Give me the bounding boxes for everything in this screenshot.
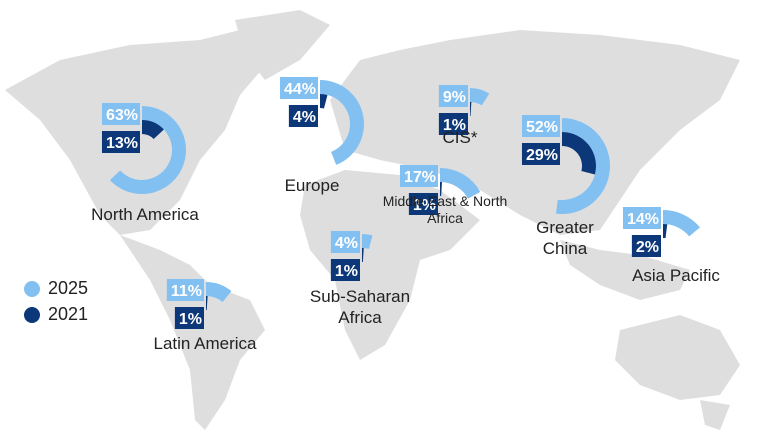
arc-bar xyxy=(320,80,365,165)
value-label-text: 14% xyxy=(627,211,659,228)
value-label: 4% xyxy=(330,231,360,253)
value-label-box xyxy=(174,307,204,329)
region-label: CIS* xyxy=(442,128,478,147)
value-label-text: 44% xyxy=(284,81,316,98)
value-label: 1% xyxy=(174,307,204,329)
arc-bar xyxy=(470,88,490,106)
arc-bar xyxy=(663,224,668,239)
value-label-box xyxy=(101,103,140,125)
arc-bar xyxy=(362,248,364,263)
value-label-box xyxy=(330,259,360,281)
value-label-text: 52% xyxy=(526,119,558,136)
arc-bar xyxy=(362,234,373,249)
value-label-box xyxy=(521,115,560,137)
arc-bar xyxy=(206,296,208,311)
value-label-box xyxy=(631,235,661,257)
value-label-box xyxy=(279,77,318,99)
value-label-box xyxy=(438,85,468,107)
legend-marker xyxy=(24,281,40,297)
value-label-text: 4% xyxy=(293,109,316,126)
value-label-text: 11% xyxy=(171,283,202,300)
value-label-box xyxy=(166,279,204,301)
region-label: Sub-Saharan Africa xyxy=(309,287,411,327)
value-label-box xyxy=(622,207,661,229)
value-label: 1% xyxy=(438,113,468,135)
legend-label: 2021 xyxy=(48,304,89,324)
value-label-text: 1% xyxy=(335,263,358,280)
value-label: 2% xyxy=(631,235,661,257)
value-label: 4% xyxy=(288,105,318,127)
value-label-text: 1% xyxy=(443,117,466,134)
value-label-text: 4% xyxy=(335,235,358,252)
value-label-box xyxy=(438,113,468,135)
value-label-box xyxy=(330,231,360,253)
value-label-text: 17% xyxy=(404,169,436,186)
arc-bar xyxy=(320,94,328,109)
region-label: Middle East & North Africa xyxy=(382,193,508,226)
value-label-box xyxy=(288,105,318,127)
arc-bar xyxy=(470,102,472,117)
value-label-text: 2% xyxy=(636,239,659,256)
value-label-text: 9% xyxy=(443,89,466,106)
region-label: Asia Pacific xyxy=(632,266,720,285)
region-label: Greater China xyxy=(536,218,594,258)
value-label: 63% xyxy=(101,103,140,125)
arc-bar xyxy=(109,106,187,194)
value-label: 17% xyxy=(399,165,438,187)
region-label: North America xyxy=(91,205,199,224)
value-label: 14% xyxy=(622,207,661,229)
value-label: 13% xyxy=(101,131,140,153)
legend-label: 2025 xyxy=(48,278,89,298)
value-label-box xyxy=(408,193,438,215)
value-label-text: 63% xyxy=(106,107,138,124)
arc-bar xyxy=(440,182,443,197)
arc-bar xyxy=(555,118,610,214)
arc-bar xyxy=(663,210,700,237)
arc-bar xyxy=(440,168,481,199)
value-label: 1% xyxy=(330,259,360,281)
value-label-text: 29% xyxy=(526,147,558,164)
value-label-text: 1% xyxy=(179,311,202,328)
value-label: 29% xyxy=(521,143,560,165)
value-label-text: 13% xyxy=(106,135,138,152)
value-label: 11% xyxy=(166,279,204,301)
value-label-box xyxy=(521,143,560,165)
arc-bar xyxy=(142,120,164,140)
value-label: 1% xyxy=(408,193,438,215)
value-label-text: 1% xyxy=(413,197,436,214)
value-label-box xyxy=(399,165,438,187)
value-label: 9% xyxy=(438,85,468,107)
value-label-box xyxy=(101,131,140,153)
region-label: Latin America xyxy=(153,334,257,353)
arc-bar xyxy=(562,132,596,175)
legend-marker xyxy=(24,307,40,323)
region-label: Europe xyxy=(284,176,340,195)
arc-bar xyxy=(206,282,232,302)
value-label: 44% xyxy=(279,77,318,99)
value-label: 52% xyxy=(521,115,560,137)
